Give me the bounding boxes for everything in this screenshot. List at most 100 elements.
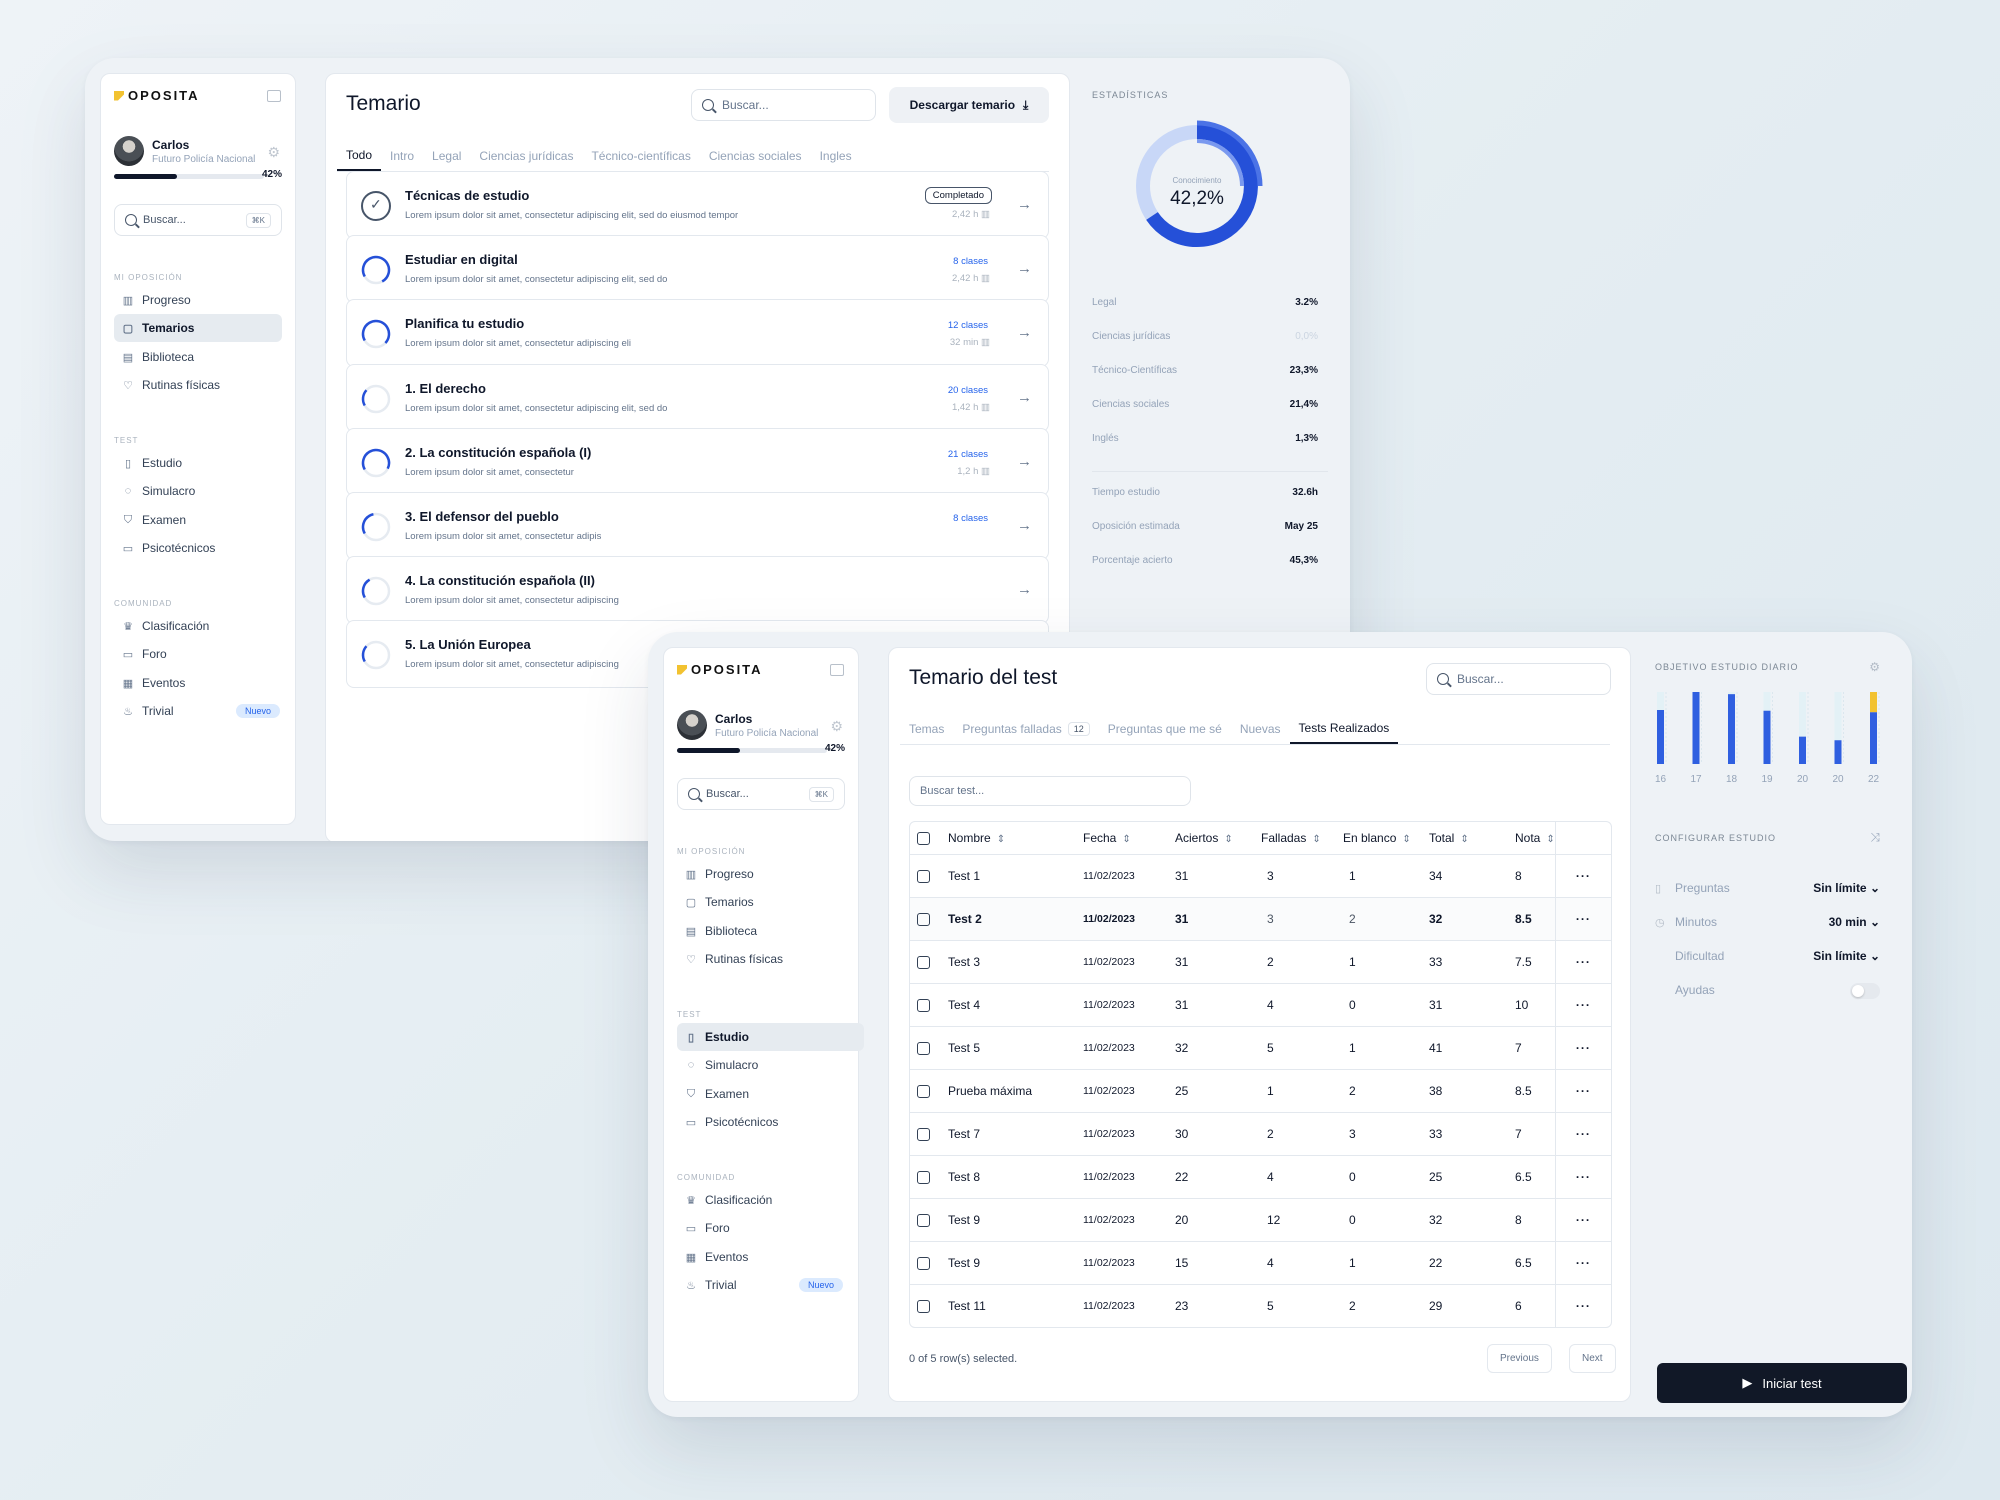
more-icon[interactable]: ···	[1575, 1298, 1591, 1313]
row-checkbox[interactable]	[917, 998, 930, 1012]
sidebar-item-biblioteca[interactable]: ▤ Biblioteca	[677, 917, 845, 945]
tab-temas[interactable]: Temas	[909, 722, 945, 736]
arrow-right-icon[interactable]: →	[1017, 388, 1032, 406]
tab-preguntas-falladas[interactable]: Preguntas falladas 12	[953, 714, 1098, 744]
row-checkbox[interactable]	[917, 1299, 930, 1313]
sidebar-item-foro[interactable]: ▭ Foro	[114, 640, 282, 668]
sort-icon[interactable]: ⇕	[1402, 833, 1411, 845]
table-row[interactable]: Test 9 11/02/2023 20 12 0 32 8 ···	[910, 1198, 1611, 1242]
table-row[interactable]: Test 9 11/02/2023 15 4 1 22 6.5 ···	[910, 1241, 1611, 1285]
tab-legal[interactable]: Legal	[432, 149, 462, 163]
sidebar-item-psicotecnicos[interactable]: ▭ Psicotécnicos	[677, 1108, 845, 1136]
tab-ingles[interactable]: Ingles	[819, 149, 852, 163]
sidebar-search[interactable]: Buscar... ⌘K	[677, 778, 845, 810]
arrow-right-icon[interactable]: →	[1017, 581, 1032, 599]
row-checkbox[interactable]	[917, 955, 930, 969]
sidebar-item-rutinas[interactable]: ♡ Rutinas físicas	[677, 945, 845, 973]
sidebar-item-trivial[interactable]: ♨ Trivial Nuevo	[677, 1271, 845, 1299]
sidebar-item-clasificacion[interactable]: ♛ Clasificación	[677, 1186, 845, 1214]
column-header[interactable]: Nombre ⇕	[948, 822, 1083, 855]
column-header[interactable]: Nota ⇕	[1515, 822, 1556, 855]
shuffle-icon[interactable]: ⤨	[1870, 830, 1880, 844]
sidebar-collapse-icon[interactable]	[267, 90, 281, 102]
row-actions[interactable]: ···	[1554, 1155, 1611, 1199]
more-icon[interactable]: ···	[1575, 868, 1591, 883]
row-actions[interactable]: ···	[1554, 854, 1611, 898]
sort-icon[interactable]: ⇕	[996, 833, 1006, 845]
config-value[interactable]: Sin límite ⌄	[1813, 949, 1880, 963]
table-row[interactable]: Test 11 11/02/2023 23 5 2 29 6 ···	[910, 1284, 1611, 1327]
more-icon[interactable]: ···	[1575, 1169, 1591, 1184]
gear-icon[interactable]: ⚙	[1869, 660, 1880, 674]
column-header[interactable]: En blanco ⇕	[1343, 822, 1429, 855]
download-button[interactable]: Descargar temario ⤓	[889, 87, 1049, 123]
more-icon[interactable]: ···	[1575, 954, 1591, 969]
row-actions[interactable]: ···	[1554, 897, 1611, 941]
sidebar-item-temarios[interactable]: ▢ Temarios	[677, 888, 845, 916]
temario-item[interactable]: 3. El defensor del pueblo Lorem ipsum do…	[346, 492, 1049, 560]
tab-intro[interactable]: Intro	[390, 149, 415, 163]
tab-nuevas[interactable]: Nuevas	[1239, 722, 1281, 736]
test-filter-input[interactable]: Buscar test...	[909, 776, 1191, 806]
row-checkbox[interactable]	[917, 1127, 930, 1141]
next-button[interactable]: Next	[1569, 1344, 1616, 1373]
more-icon[interactable]: ···	[1575, 1040, 1591, 1055]
table-row[interactable]: Test 2 11/02/2023 31 3 2 32 8.5 ···	[910, 897, 1611, 941]
temario-item[interactable]: 2. La constitución española (I) Lorem ip…	[346, 427, 1049, 496]
row-actions[interactable]: ···	[1554, 1284, 1611, 1327]
row-checkbox[interactable]	[917, 912, 930, 926]
config-minutos[interactable]: ◷ Minutos 30 min ⌄	[1655, 915, 1880, 935]
tab-preguntas-que-me-se[interactable]: Preguntas que me sé	[1107, 722, 1222, 736]
sidebar-item-estudio[interactable]: ▯ Estudio	[114, 449, 282, 477]
table-row[interactable]: Test 4 11/02/2023 31 4 0 31 10 ···	[910, 983, 1611, 1027]
sidebar-item-simulacro[interactable]: ◌ Simulacro	[677, 1051, 845, 1079]
temario-item[interactable]: 4. La constitución española (II) Lorem i…	[346, 556, 1049, 625]
user-profile[interactable]: Carlos Futuro Policía Nacional ⚙	[114, 136, 282, 166]
table-row[interactable]: Test 8 11/02/2023 22 4 0 25 6.5 ···	[910, 1155, 1611, 1199]
sidebar-item-estudio[interactable]: ▯ Estudio	[677, 1023, 864, 1051]
column-header[interactable]: Total ⇕	[1429, 822, 1515, 855]
tab-ciencias-juridicas[interactable]: Ciencias jurídicas	[479, 149, 574, 163]
search-input[interactable]: Buscar...	[691, 89, 876, 121]
row-checkbox[interactable]	[917, 1084, 930, 1098]
start-test-button[interactable]: ▶ Iniciar test	[1657, 1363, 1907, 1403]
row-checkbox[interactable]	[917, 1170, 930, 1184]
sidebar-item-rutinas[interactable]: ♡ Rutinas físicas	[114, 371, 282, 399]
sidebar-item-psicotecnicos[interactable]: ▭ Psicotécnicos	[114, 534, 282, 562]
previous-button[interactable]: Previous	[1487, 1344, 1552, 1373]
tab-tests-realizados[interactable]: Tests Realizados	[1289, 714, 1399, 744]
select-all-checkbox[interactable]	[917, 831, 930, 845]
row-actions[interactable]: ···	[1554, 983, 1611, 1027]
row-actions[interactable]: ···	[1554, 1069, 1611, 1113]
more-icon[interactable]: ···	[1575, 911, 1591, 926]
table-row[interactable]: Test 1 11/02/2023 31 3 1 34 8 ···	[910, 854, 1611, 898]
row-actions[interactable]: ···	[1554, 940, 1611, 984]
more-icon[interactable]: ···	[1575, 1212, 1591, 1227]
row-checkbox[interactable]	[917, 1256, 930, 1270]
tab-ciencias-sociales[interactable]: Ciencias sociales	[708, 149, 802, 163]
sort-icon[interactable]: ⇕	[1122, 833, 1131, 845]
config-dificultad[interactable]: Dificultad Sin límite ⌄	[1655, 949, 1880, 969]
sidebar-item-progreso[interactable]: ▥ Progreso	[114, 286, 282, 314]
arrow-right-icon[interactable]: →	[1017, 452, 1032, 470]
row-actions[interactable]: ···	[1554, 1198, 1611, 1242]
temario-item[interactable]: 1. El derecho Lorem ipsum dolor sit amet…	[346, 363, 1049, 432]
table-row[interactable]: Prueba máxima 11/02/2023 25 1 2 38 8.5 ···	[910, 1069, 1611, 1113]
arrow-right-icon[interactable]: →	[1017, 260, 1032, 278]
sidebar-item-biblioteca[interactable]: ▤ Biblioteca	[114, 343, 282, 371]
sidebar-item-eventos[interactable]: ▦ Eventos	[677, 1243, 845, 1271]
column-header[interactable]: Falladas ⇕	[1261, 822, 1343, 855]
arrow-right-icon[interactable]: →	[1017, 196, 1032, 213]
row-actions[interactable]: ···	[1554, 1026, 1611, 1070]
gear-icon[interactable]: ⚙	[830, 718, 843, 734]
arrow-right-icon[interactable]: →	[1017, 517, 1032, 534]
config-ayudas[interactable]: Ayudas	[1655, 983, 1880, 1003]
row-checkbox[interactable]	[917, 1041, 930, 1055]
sidebar-item-progreso[interactable]: ▥ Progreso	[677, 860, 845, 888]
config-value[interactable]: Sin límite ⌄	[1813, 881, 1880, 895]
table-row[interactable]: Test 5 11/02/2023 32 5 1 41 7 ···	[910, 1026, 1611, 1070]
sidebar-item-temarios[interactable]: ▢ Temarios	[114, 314, 282, 342]
sidebar-item-trivial[interactable]: ♨ Trivial Nuevo	[114, 697, 282, 725]
search-input[interactable]: Buscar...	[1426, 663, 1611, 695]
tab-todo[interactable]: Todo	[337, 141, 382, 171]
